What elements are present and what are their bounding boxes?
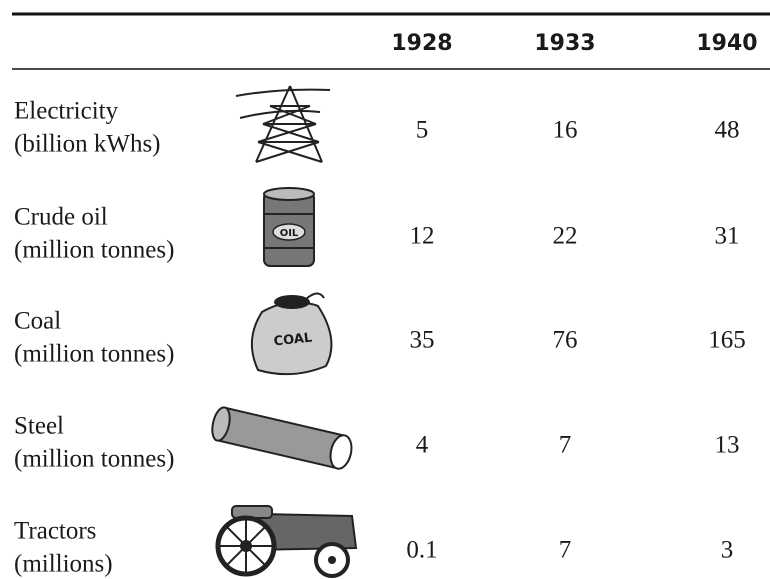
column-header: 1933	[534, 31, 595, 56]
cell-value: 4	[416, 432, 429, 459]
cell-value: 16	[553, 117, 578, 144]
cell-value: 48	[715, 117, 740, 144]
cell-value: 31	[715, 223, 740, 250]
cell-value: 13	[715, 432, 740, 459]
row-label: (million tonnes)	[14, 341, 174, 368]
cell-value: 22	[553, 223, 578, 250]
cell-value: 12	[410, 223, 435, 250]
row-label: (billion kWhs)	[14, 131, 161, 158]
cell-value: 0.1	[406, 537, 437, 564]
cell-value: 7	[559, 432, 572, 459]
row-label: Coal	[14, 308, 61, 335]
row-label: Tractors	[14, 518, 96, 545]
barrel-icon: OIL	[264, 188, 314, 266]
row-label: (million tonnes)	[14, 237, 174, 264]
row-label: Electricity	[14, 98, 119, 125]
cell-value: 165	[708, 327, 746, 354]
row-label: Crude oil	[14, 204, 108, 231]
column-header: 1928	[391, 31, 452, 56]
column-header: 1940	[696, 31, 757, 56]
cell-value: 76	[553, 327, 578, 354]
barrel-label: OIL	[280, 228, 299, 239]
row-label: Steel	[14, 413, 64, 440]
cell-value: 7	[559, 537, 572, 564]
row-label: (million tonnes)	[14, 446, 174, 473]
production-table: OIL COAL 192819331940Electricity(billion…	[0, 0, 770, 579]
cell-value: 3	[721, 537, 734, 564]
cell-value: 5	[416, 117, 429, 144]
background	[0, 0, 770, 579]
row-label: (millions)	[14, 551, 113, 578]
cell-value: 35	[410, 327, 435, 354]
